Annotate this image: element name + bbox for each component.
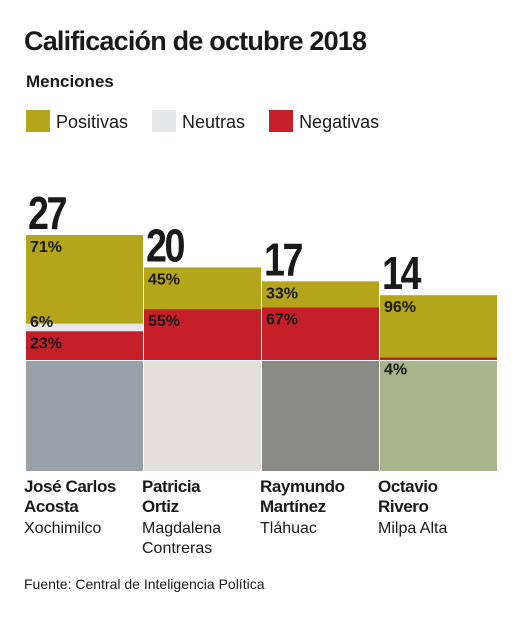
candidate-name: Raymundo [260,477,345,496]
bar-segment [144,267,261,310]
total-label: 17 [264,234,302,285]
bar-segment [26,331,143,360]
candidate-name: Octavio [378,477,438,496]
chart-title: Calificación de octubre 2018 [24,26,367,56]
photo [26,361,143,471]
candidate-name: Rivero [378,497,429,516]
candidate-name: Ortiz [142,497,179,516]
bar-segment [380,357,497,360]
total-label: 14 [382,248,422,299]
value-label: 6% [30,314,53,331]
photo [144,361,261,471]
district: Magdalena [142,520,221,537]
candidate-name: José Carlos [24,477,116,496]
value-label: 33% [266,285,298,302]
value-label: 4% [384,361,407,378]
photos [26,361,497,471]
legend-swatch [26,110,50,132]
district: Tláhuac [260,520,317,537]
legend-swatch [152,110,177,132]
value-label: 67% [266,311,298,328]
candidate-name: Martínez [260,497,326,516]
district: Contreras [142,540,212,557]
value-label: 55% [148,313,180,330]
value-label: 96% [384,299,416,316]
legend-label: Negativas [299,112,379,132]
bar-segment [262,281,379,308]
bar-segment [380,295,497,358]
value-label: 71% [30,239,62,256]
photo [262,361,379,471]
candidate-name: Acosta [24,497,79,516]
district: Milpa Alta [378,520,447,537]
chart-subtitle: Menciones [26,72,114,91]
total-label: 20 [146,220,184,271]
source: Fuente: Central de Inteligencia Política [24,576,265,592]
photo [380,361,497,471]
legend-label: Neutras [182,112,245,132]
value-label: 23% [30,335,62,352]
bar-segment [26,235,143,324]
legend-swatch [269,110,294,132]
bar-segment [262,307,379,360]
value-label: 45% [148,271,180,288]
legend-label: Positivas [56,112,128,132]
candidate-name: Patricia [142,477,201,496]
district: Xochimilco [24,520,101,537]
bar-segment [26,323,143,332]
total-label: 27 [28,187,66,238]
bar-segment [144,309,261,360]
